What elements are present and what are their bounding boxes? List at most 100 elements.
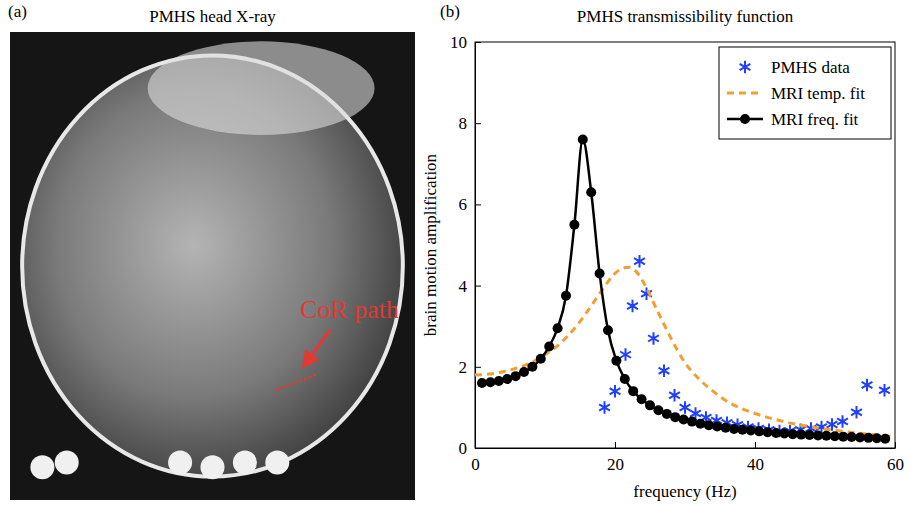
data-point bbox=[603, 325, 613, 335]
xray-background bbox=[10, 32, 415, 500]
data-point bbox=[879, 384, 890, 397]
data-point bbox=[704, 420, 714, 430]
x-tick-label: 0 bbox=[471, 455, 480, 474]
y-tick-label: 6 bbox=[459, 195, 468, 214]
x-tick-mark bbox=[755, 442, 756, 448]
data-point bbox=[494, 376, 504, 386]
y-axis: 0 2 4 6 8 10 bbox=[450, 33, 481, 458]
x-tick-mark bbox=[895, 442, 896, 448]
y-tick: 8 bbox=[459, 114, 482, 133]
y-tick-label: 0 bbox=[459, 439, 468, 458]
data-point bbox=[620, 374, 630, 384]
legend: PMHS data MRI temp. fit MRI freq. fit bbox=[719, 47, 891, 139]
data-point bbox=[578, 134, 588, 144]
y-tick: 4 bbox=[459, 277, 482, 296]
legend-entry: PMHS data bbox=[740, 58, 851, 77]
x-tick-label: 20 bbox=[607, 455, 624, 474]
y-tick: 0 bbox=[459, 439, 482, 458]
legend-swatch-marker bbox=[740, 61, 751, 74]
data-point bbox=[536, 354, 546, 364]
y-tick-mark bbox=[475, 204, 481, 205]
y-tick-mark bbox=[475, 448, 481, 449]
data-point bbox=[862, 379, 873, 392]
data-point bbox=[837, 415, 848, 428]
data-point bbox=[669, 389, 680, 402]
data-point bbox=[553, 323, 563, 333]
data-point bbox=[527, 362, 537, 372]
data-point bbox=[595, 268, 605, 278]
data-point bbox=[627, 300, 638, 313]
data-point bbox=[611, 356, 621, 366]
x-axis-title: frequency (Hz) bbox=[633, 482, 736, 501]
annotation-arrow bbox=[304, 330, 330, 366]
data-point bbox=[679, 415, 689, 425]
y-tick-mark bbox=[475, 367, 481, 368]
y-tick-label: 2 bbox=[459, 358, 468, 377]
x-tick: 20 bbox=[607, 442, 624, 474]
y-tick-mark bbox=[475, 42, 481, 43]
xray-marker bbox=[265, 451, 289, 475]
legend-entry: MRI freq. fit bbox=[727, 110, 859, 129]
data-point bbox=[586, 187, 596, 197]
data-point bbox=[544, 342, 554, 352]
data-point bbox=[645, 400, 655, 410]
data-point bbox=[637, 394, 647, 404]
xray-marker bbox=[168, 451, 192, 475]
panel-letter: (b) bbox=[440, 2, 460, 21]
data-point bbox=[569, 220, 579, 230]
x-tick: 40 bbox=[747, 442, 764, 474]
xray-marker bbox=[30, 455, 54, 479]
data-point bbox=[628, 386, 638, 396]
data-point bbox=[670, 412, 680, 422]
series bbox=[475, 267, 895, 436]
y-tick-label: 10 bbox=[450, 33, 467, 52]
data-point bbox=[880, 434, 890, 444]
chart-title: PMHS transmissibility function bbox=[577, 7, 794, 26]
legend-label: PMHS data bbox=[771, 58, 850, 77]
data-point bbox=[695, 419, 705, 429]
x-axis-line bbox=[476, 448, 896, 449]
cor-path-line bbox=[276, 374, 318, 390]
legend-label: MRI temp. fit bbox=[771, 84, 865, 103]
y-tick: 10 bbox=[450, 33, 481, 52]
xray-marker bbox=[233, 451, 257, 475]
data-point bbox=[687, 417, 697, 427]
data-point bbox=[659, 365, 670, 378]
xray-marker bbox=[201, 455, 225, 479]
legend-entry: MRI temp. fit bbox=[727, 84, 865, 103]
legend-swatch-marker bbox=[740, 114, 750, 124]
data-point bbox=[721, 423, 731, 433]
x-axis: 0 20 40 60 bbox=[471, 442, 904, 474]
data-point bbox=[610, 385, 621, 398]
data-point bbox=[519, 367, 529, 377]
y-tick-label: 4 bbox=[459, 277, 468, 296]
series-line bbox=[475, 267, 895, 436]
x-tick-label: 60 bbox=[887, 455, 904, 474]
data-point bbox=[485, 377, 495, 387]
x-tick-label: 40 bbox=[747, 455, 764, 474]
series-line bbox=[482, 139, 885, 438]
legend-frame bbox=[719, 47, 891, 139]
xray-marker bbox=[55, 451, 79, 475]
data-point bbox=[680, 401, 691, 414]
x-tick: 60 bbox=[887, 442, 904, 474]
data-point bbox=[599, 401, 610, 414]
y-tick: 6 bbox=[459, 195, 482, 214]
panel-title: PMHS head X-ray bbox=[149, 7, 276, 26]
figure: (a)PMHS head X-rayCoR path(b)PMHS transm… bbox=[0, 0, 911, 509]
annotation: CoR path bbox=[300, 295, 399, 324]
plot-frame bbox=[475, 42, 895, 448]
series bbox=[477, 134, 890, 443]
xray-image bbox=[10, 32, 415, 500]
data-point bbox=[561, 291, 571, 301]
data-point bbox=[851, 406, 862, 419]
y-axis-title: brain motion amplification bbox=[421, 153, 440, 336]
data-point bbox=[712, 421, 722, 431]
y-tick-mark bbox=[475, 286, 481, 287]
y-axis-line bbox=[475, 43, 476, 449]
x-tick-mark bbox=[615, 442, 616, 448]
plot-marks bbox=[475, 134, 895, 443]
y-tick-label: 8 bbox=[459, 114, 468, 133]
data-point bbox=[648, 332, 659, 345]
data-point bbox=[620, 348, 631, 361]
